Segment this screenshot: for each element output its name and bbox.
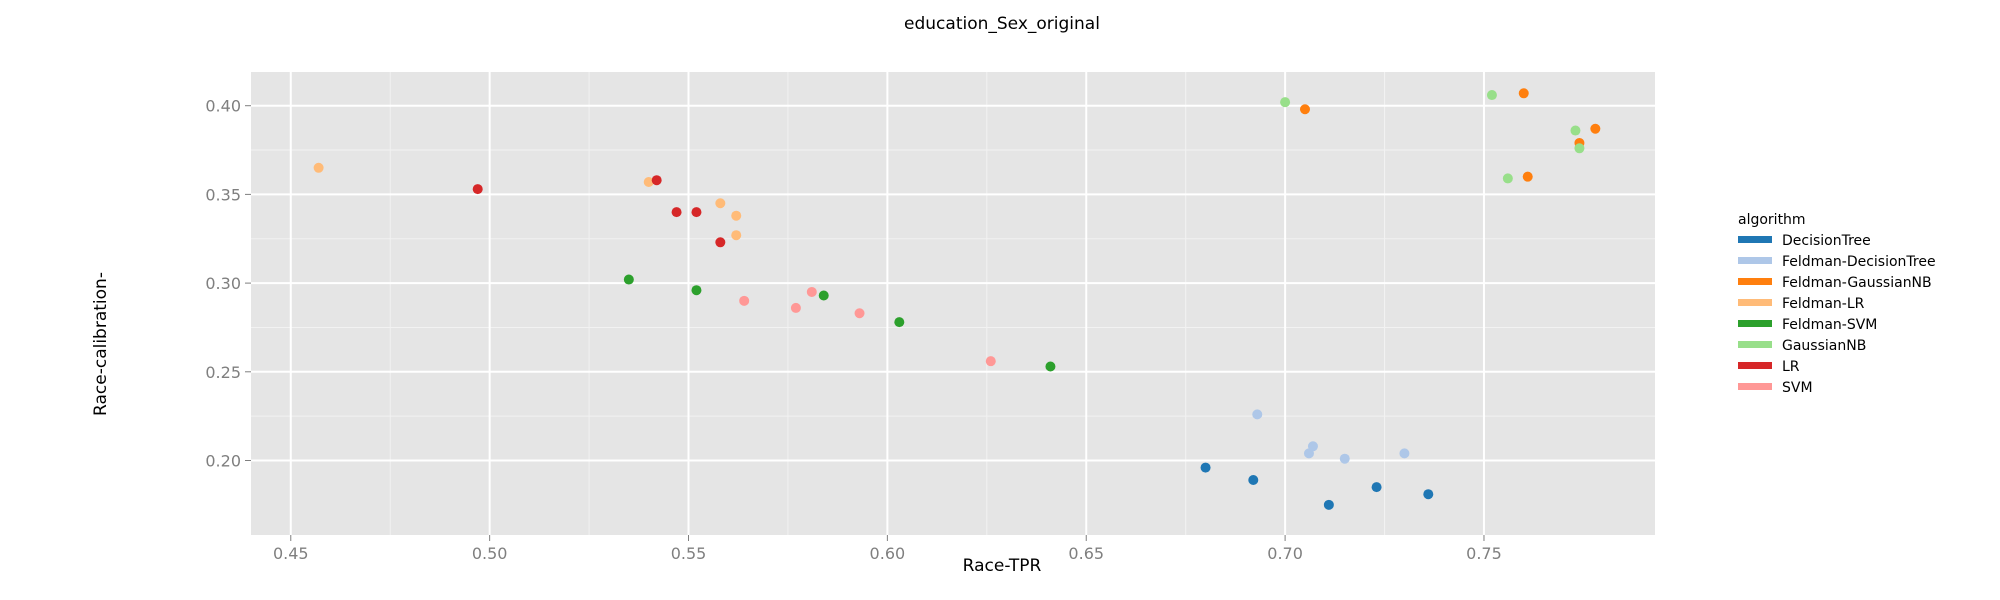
- legend: algorithm DecisionTree Feldman-DecisionTr…: [1738, 212, 1936, 396]
- point-gaussiannb: [1502, 173, 1513, 184]
- point-feldman-decisiontree: [1252, 409, 1263, 420]
- legend-swatch: [1738, 278, 1772, 285]
- legend-label: LR: [1782, 359, 1800, 375]
- point-feldman-svm: [894, 317, 905, 328]
- point-feldman-svm: [691, 285, 702, 296]
- point-feldman-lr: [715, 198, 726, 209]
- point-decisiontree: [1423, 489, 1434, 500]
- legend-label: Feldman-DecisionTree: [1782, 254, 1936, 270]
- point-feldman-svm: [1045, 361, 1056, 372]
- legend-label: SVM: [1782, 380, 1813, 396]
- x-tick-label: 0.60: [870, 544, 906, 563]
- point-lr: [651, 175, 662, 186]
- x-axis-ticks: 0.45 0.50 0.55 0.60 0.65 0.70 0.75: [273, 535, 1502, 563]
- x-tick-label: 0.75: [1466, 544, 1502, 563]
- legend-items: DecisionTree Feldman-DecisionTree Feldman-…: [1738, 233, 1936, 396]
- point-feldman-decisiontree: [1339, 453, 1350, 464]
- legend-swatch: [1738, 257, 1772, 264]
- x-tick-label: 0.70: [1267, 544, 1303, 563]
- legend-swatch: [1738, 341, 1772, 348]
- point-lr: [715, 237, 726, 248]
- point-gaussiannb: [1574, 143, 1585, 154]
- legend-label: Feldman-GaussianNB: [1782, 275, 1932, 291]
- y-tick-label: 0.30: [205, 274, 241, 293]
- point-svm: [985, 356, 996, 367]
- legend-swatch: [1738, 299, 1772, 306]
- x-tick-label: 0.55: [671, 544, 707, 563]
- y-tick-label: 0.40: [205, 97, 241, 116]
- x-tick-label: 0.45: [273, 544, 309, 563]
- y-tick-label: 0.20: [205, 451, 241, 470]
- legend-swatch: [1738, 320, 1772, 327]
- point-feldman-lr: [313, 162, 324, 173]
- point-lr: [691, 207, 702, 218]
- legend-label: Feldman-LR: [1782, 296, 1865, 312]
- point-lr: [671, 207, 682, 218]
- legend-swatch: [1738, 236, 1772, 243]
- point-feldman-gaussiannb: [1522, 171, 1533, 182]
- point-feldman-decisiontree: [1307, 441, 1318, 452]
- plot-panel: [251, 72, 1655, 535]
- minor-gridlines: [251, 72, 1655, 535]
- point-feldman-lr: [731, 210, 742, 221]
- point-feldman-gaussiannb: [1518, 88, 1529, 99]
- legend-swatch: [1738, 362, 1772, 369]
- point-feldman-lr: [731, 230, 742, 241]
- y-axis-label: Race-calibration-: [91, 272, 111, 416]
- point-feldman-svm: [623, 274, 634, 285]
- point-feldman-gaussiannb: [1590, 123, 1601, 134]
- point-feldman-decisiontree: [1399, 448, 1410, 459]
- point-decisiontree: [1371, 482, 1382, 493]
- data-points: [313, 88, 1601, 510]
- point-svm: [739, 295, 750, 306]
- point-svm: [790, 302, 801, 313]
- legend-label: DecisionTree: [1782, 233, 1871, 249]
- x-tick-label: 0.65: [1068, 544, 1104, 563]
- y-tick-label: 0.35: [205, 185, 241, 204]
- legend-label: Feldman-SVM: [1782, 317, 1877, 333]
- major-gridlines: [251, 72, 1655, 535]
- y-axis-ticks: 0.20 0.25 0.30 0.35 0.40: [205, 97, 251, 470]
- point-decisiontree: [1248, 475, 1259, 486]
- point-gaussiannb: [1570, 125, 1581, 136]
- point-svm: [854, 308, 865, 319]
- point-gaussiannb: [1486, 90, 1497, 101]
- point-lr: [472, 184, 483, 195]
- chart-title: education_Sex_original: [904, 14, 1100, 34]
- y-tick-label: 0.25: [205, 363, 241, 382]
- legend-title: algorithm: [1738, 212, 1806, 228]
- point-gaussiannb: [1280, 97, 1291, 108]
- x-axis-label: Race-TPR: [963, 556, 1042, 576]
- point-feldman-svm: [818, 290, 829, 301]
- point-decisiontree: [1323, 499, 1334, 510]
- point-svm: [806, 286, 817, 297]
- point-feldman-gaussiannb: [1299, 104, 1310, 115]
- legend-label: GaussianNB: [1782, 338, 1866, 354]
- legend-swatch: [1738, 383, 1772, 390]
- point-decisiontree: [1200, 462, 1211, 473]
- point-feldman-lr: [643, 176, 654, 187]
- x-tick-label: 0.50: [472, 544, 508, 563]
